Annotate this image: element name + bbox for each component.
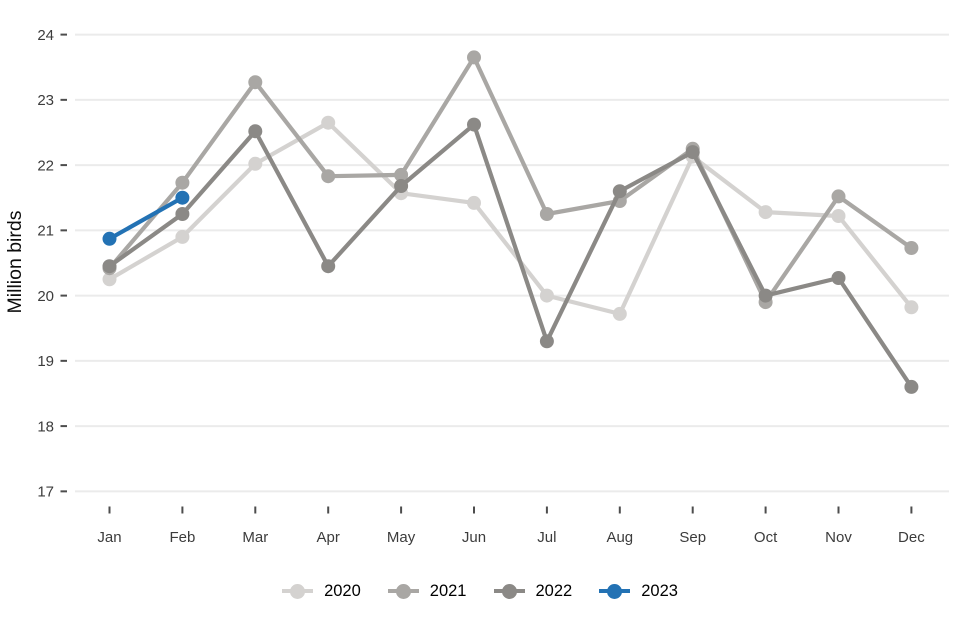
y-tick-label: 20 bbox=[37, 288, 54, 305]
data-point bbox=[394, 167, 409, 182]
x-tick-label: Jun bbox=[462, 529, 486, 546]
data-point bbox=[175, 229, 190, 244]
legend-label-2023: 2023 bbox=[641, 581, 678, 600]
x-tick-label: Dec bbox=[898, 529, 925, 546]
series-2022 bbox=[102, 117, 919, 394]
legend-label-2022: 2022 bbox=[535, 581, 573, 600]
axes: 17 18 19 20 21 22 23 24 Jan Feb Mar Apr May Jun Jul Aug… bbox=[37, 27, 925, 546]
data-point bbox=[904, 300, 919, 315]
data-point bbox=[758, 205, 773, 220]
data-point bbox=[831, 271, 846, 285]
data-point bbox=[102, 259, 117, 274]
x-tick-label: May bbox=[387, 529, 416, 546]
legend-swatch-2020 bbox=[282, 583, 314, 599]
data-point bbox=[102, 272, 117, 287]
x-tick-label: Mar bbox=[242, 529, 268, 546]
series-line bbox=[107, 122, 914, 389]
legend-item-2023: 2023 bbox=[599, 583, 678, 600]
legend-item-2021: 2021 bbox=[387, 581, 467, 600]
series-2023 bbox=[102, 190, 190, 246]
data-series bbox=[102, 50, 919, 394]
data-point bbox=[904, 379, 919, 394]
data-point bbox=[539, 334, 554, 349]
data-point bbox=[175, 190, 190, 205]
y-tick-label: 23 bbox=[37, 92, 54, 109]
y-tick-label: 19 bbox=[37, 353, 54, 370]
data-point bbox=[321, 169, 336, 184]
x-tick-label: Sep bbox=[679, 529, 706, 546]
data-point bbox=[175, 207, 190, 221]
data-point bbox=[175, 175, 190, 190]
data-point bbox=[539, 288, 554, 303]
x-tick-label: Oct bbox=[754, 529, 778, 546]
series-line bbox=[107, 55, 914, 305]
y-tick-label: 22 bbox=[37, 157, 54, 174]
legend-swatch-2022 bbox=[493, 583, 525, 599]
x-tick-label: Apr bbox=[317, 529, 340, 546]
data-point bbox=[248, 124, 263, 139]
data-point bbox=[248, 75, 263, 90]
x-tick-label: Aug bbox=[606, 529, 633, 546]
data-point bbox=[612, 184, 627, 199]
data-point bbox=[321, 115, 336, 130]
x-tick-label: Jul bbox=[537, 529, 556, 546]
data-point bbox=[685, 145, 700, 160]
y-tick-label: 17 bbox=[37, 484, 54, 501]
series-2020 bbox=[102, 115, 919, 321]
data-point bbox=[612, 306, 627, 321]
data-point bbox=[321, 259, 336, 274]
x-tick-label: Nov bbox=[825, 529, 852, 546]
data-point bbox=[102, 231, 117, 246]
x-tick-label: Jan bbox=[97, 529, 121, 546]
series-line bbox=[107, 195, 185, 241]
legend-swatch-2021 bbox=[387, 583, 419, 599]
legend-swatch-2023 bbox=[599, 583, 631, 599]
data-point bbox=[467, 50, 481, 65]
data-point bbox=[831, 189, 846, 204]
legend-item-2022: 2022 bbox=[493, 581, 573, 600]
y-tick-label: 18 bbox=[37, 418, 54, 435]
y-tick-label: 21 bbox=[37, 223, 54, 240]
data-point bbox=[539, 207, 554, 221]
data-point bbox=[758, 288, 773, 303]
y-axis-title: Million birds bbox=[4, 210, 26, 313]
data-point bbox=[904, 241, 919, 255]
data-point bbox=[394, 179, 409, 193]
legend-item-2020: 2020 bbox=[282, 583, 361, 600]
chart-canvas: Million birds 17 18 19 20 21 22 23 24 Jan Feb Mar A… bbox=[4, 27, 949, 546]
data-point bbox=[831, 209, 846, 223]
legend: 2020 2021 2022 2023 bbox=[0, 580, 960, 602]
legend-label-2021: 2021 bbox=[429, 581, 467, 600]
series-2021 bbox=[102, 50, 919, 310]
x-tick-label: Feb bbox=[169, 529, 195, 546]
legend-label-2020: 2020 bbox=[324, 581, 361, 600]
gridlines bbox=[75, 33, 949, 493]
data-point bbox=[248, 156, 263, 171]
y-tick-label: 24 bbox=[37, 27, 54, 44]
series-line bbox=[107, 120, 914, 316]
data-point bbox=[467, 195, 481, 210]
data-point bbox=[467, 117, 481, 132]
